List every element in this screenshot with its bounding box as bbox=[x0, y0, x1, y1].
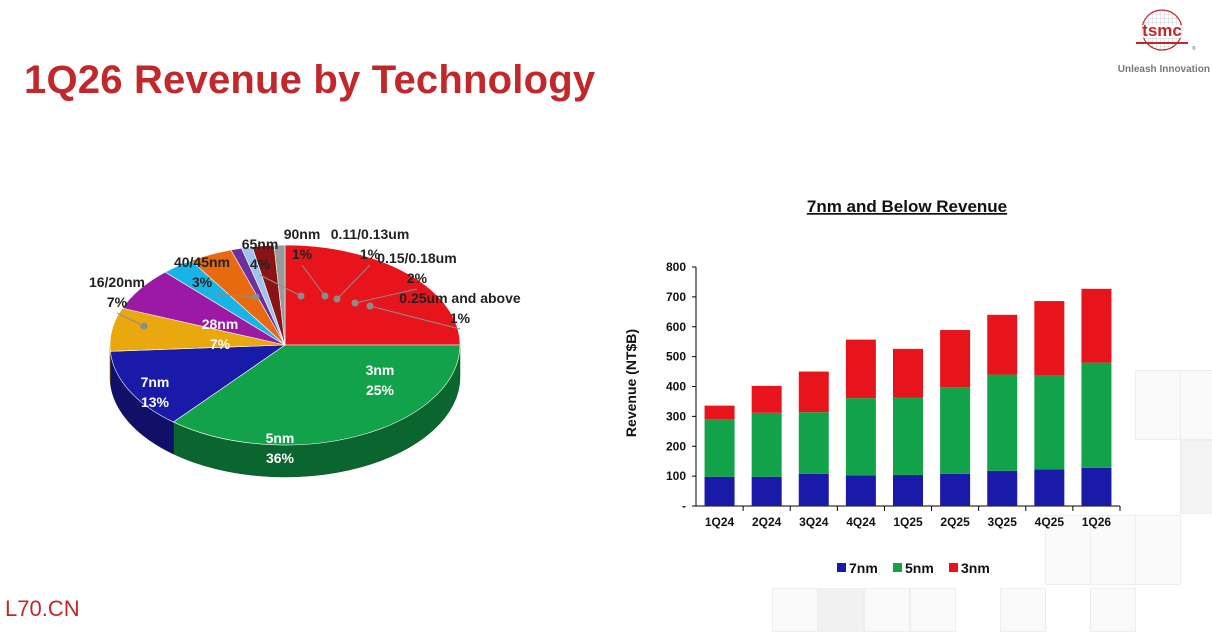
svg-text:tsmc: tsmc bbox=[1142, 21, 1182, 40]
y-tick-label: 400 bbox=[666, 380, 686, 394]
bar-3nm-1q25 bbox=[893, 349, 923, 398]
pie-leader-dot-0-25um-and-above bbox=[367, 303, 374, 310]
x-tick-label-2q24: 2Q24 bbox=[752, 515, 782, 529]
revenue-bar-chart: 7nm and Below Revenue Revenue (NT$B) - 10… bbox=[600, 190, 1140, 590]
bar-7nm-1q25 bbox=[893, 475, 923, 506]
bar-7nm-4q24 bbox=[846, 475, 876, 506]
pie-label-0-15-0-18um: 0.15/0.18um bbox=[377, 250, 456, 266]
bar-3nm-3q25 bbox=[987, 315, 1017, 375]
y-tick-label: 700 bbox=[666, 290, 686, 304]
svg-text:®: ® bbox=[1192, 45, 1196, 52]
watermark: L70.CN bbox=[5, 596, 80, 622]
bar-5nm-2q25 bbox=[940, 387, 970, 474]
bar-7nm-3q25 bbox=[987, 471, 1017, 506]
pie-leader-dot-0-11-0-13um bbox=[334, 296, 341, 303]
x-tick-label-1q24: 1Q24 bbox=[705, 515, 735, 529]
pie-leader-dot-0-15-0-18um bbox=[352, 300, 359, 307]
pie-leader-dot-16-20nm bbox=[141, 323, 148, 330]
bar-5nm-4q25 bbox=[1034, 376, 1064, 470]
pie-label-7nm: 7nm bbox=[141, 374, 170, 390]
bar-5nm-4q24 bbox=[846, 398, 876, 475]
pie-label-0-25um-and-above: 0.25um and above bbox=[399, 290, 521, 306]
x-tick-label-3q24: 3Q24 bbox=[799, 515, 829, 529]
y-tick-label: 100 bbox=[666, 469, 686, 483]
x-tick-label-1q25: 1Q25 bbox=[893, 515, 923, 529]
pie-label-16-20nm: 16/20nm bbox=[89, 274, 145, 290]
pie-value-0-15-0-18um: 2% bbox=[407, 270, 428, 286]
bar-5nm-3q24 bbox=[799, 412, 829, 474]
x-tick-label-2q25: 2Q25 bbox=[940, 515, 970, 529]
legend-swatch-7nm bbox=[837, 563, 846, 572]
bar-7nm-2q25 bbox=[940, 474, 970, 506]
bar-7nm-2q24 bbox=[752, 477, 782, 506]
x-tick-label-4q24: 4Q24 bbox=[846, 515, 876, 529]
legend-swatch-5nm bbox=[893, 563, 902, 572]
bar-3nm-2q25 bbox=[940, 330, 970, 387]
pie-label-28nm: 28nm bbox=[202, 316, 239, 332]
pie-value-3nm: 25% bbox=[366, 382, 395, 398]
y-tick-label: 300 bbox=[666, 409, 686, 423]
pie-value-0-25um-and-above: 1% bbox=[450, 310, 471, 326]
pie-leader-dot-65nm bbox=[298, 293, 305, 300]
pie-label-5nm: 5nm bbox=[266, 430, 295, 446]
bar-7nm-3q24 bbox=[799, 474, 829, 506]
pie-value-90nm: 1% bbox=[292, 246, 313, 262]
bar-3nm-3q24 bbox=[799, 372, 829, 413]
bar-5nm-1q25 bbox=[893, 398, 923, 475]
y-tick-label: 200 bbox=[666, 439, 686, 453]
technology-pie-chart: 3nm 25% 5nm 36% 7nm 13% 16/20nm 7% 28nm 7% 40/45nm… bbox=[70, 205, 540, 525]
bar-5nm-1q26 bbox=[1081, 363, 1111, 468]
pie-label-65nm: 65nm bbox=[242, 236, 279, 252]
x-tick-label-3q25: 3Q25 bbox=[988, 515, 1018, 529]
pie-label-40-45nm: 40/45nm bbox=[174, 254, 230, 270]
pie-value-28nm: 7% bbox=[210, 336, 231, 352]
pie-label-0-11-0-13um: 0.11/0.13um bbox=[331, 226, 410, 242]
bar-5nm-1q24 bbox=[705, 419, 735, 476]
pie-label-3nm: 3nm bbox=[366, 362, 395, 378]
y-tick-label: 600 bbox=[666, 320, 686, 334]
bar-3nm-2q24 bbox=[752, 386, 782, 413]
bar-7nm-1q24 bbox=[705, 477, 735, 506]
legend-label-3nm: 3nm bbox=[961, 560, 990, 576]
pie-value-7nm: 13% bbox=[141, 394, 170, 410]
page-title: 1Q26 Revenue by Technology bbox=[24, 58, 595, 103]
y-tick-label: 500 bbox=[666, 350, 686, 364]
bar-chart-title: 7nm and Below Revenue bbox=[807, 197, 1007, 216]
pie-leader-dot-40-45nm bbox=[253, 294, 260, 301]
y-axis-label: Revenue (NT$B) bbox=[623, 329, 639, 437]
bar-7nm-1q26 bbox=[1081, 468, 1111, 506]
bar-3nm-4q25 bbox=[1034, 301, 1064, 376]
pie-value-16-20nm: 7% bbox=[107, 294, 128, 310]
pie-value-40-45nm: 3% bbox=[192, 274, 213, 290]
legend-swatch-3nm bbox=[949, 563, 958, 572]
legend-label-7nm: 7nm bbox=[849, 560, 878, 576]
pie-value-5nm: 36% bbox=[266, 450, 295, 466]
pie-leader-dot-90nm bbox=[322, 293, 329, 300]
bar-3nm-1q26 bbox=[1081, 289, 1111, 363]
bar-5nm-2q24 bbox=[752, 413, 782, 477]
pie-value-65nm: 4% bbox=[250, 256, 271, 272]
bar-7nm-4q25 bbox=[1034, 469, 1064, 506]
x-tick-label-4q25: 4Q25 bbox=[1035, 515, 1065, 529]
y-tick-label: - bbox=[682, 499, 686, 513]
bar-5nm-3q25 bbox=[987, 375, 1017, 471]
x-tick-label-1q26: 1Q26 bbox=[1082, 515, 1112, 529]
bar-3nm-1q24 bbox=[705, 406, 735, 420]
pie-label-90nm: 90nm bbox=[284, 226, 321, 242]
legend-label-5nm: 5nm bbox=[905, 560, 934, 576]
y-tick-label: 800 bbox=[666, 260, 686, 274]
bar-3nm-4q24 bbox=[846, 340, 876, 399]
logo-tagline: Unleash Innovation bbox=[1118, 64, 1210, 75]
